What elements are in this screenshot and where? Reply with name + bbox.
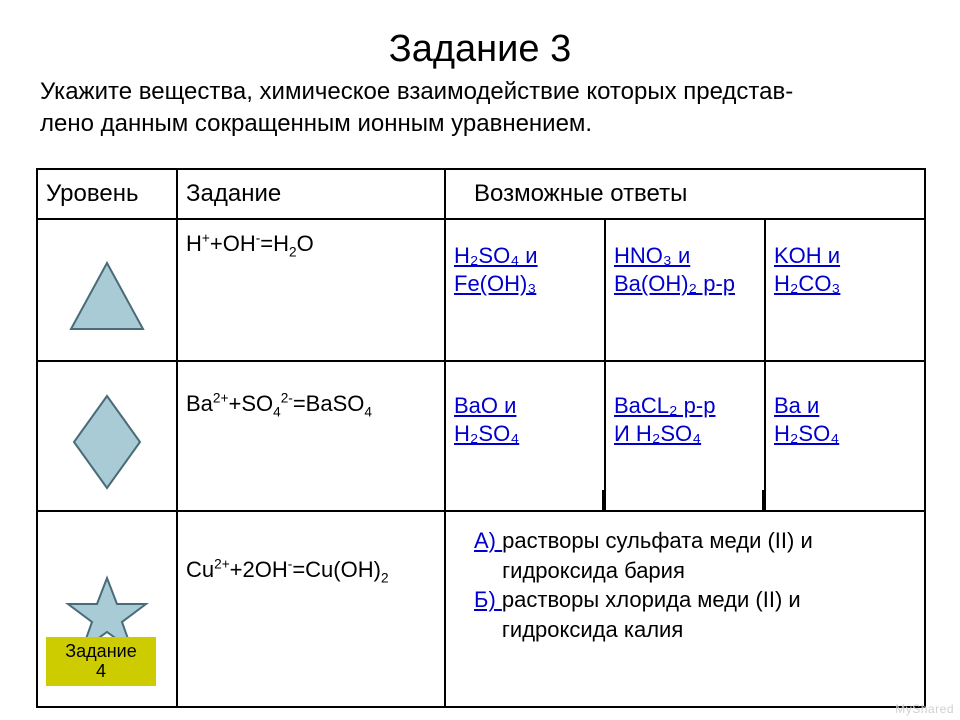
ans1a-l2: Fe(OH)₃	[454, 271, 536, 296]
ans1c-l1: KOH и	[774, 243, 840, 268]
table-row: Ba2++SO42-=BaSO4 BaO и H₂SO₄ BaCL₂ р-р И…	[37, 361, 925, 511]
equation-1: H++OH-=H2O	[186, 231, 314, 256]
answer-3b-text2: гидроксида калия	[502, 617, 683, 642]
ans2a-l2: H₂SO₄	[454, 421, 519, 446]
answer-1c[interactable]: KOH и H₂CO₃	[765, 219, 925, 361]
task-cell-1: H++OH-=H2O	[177, 219, 445, 361]
triangle-shape	[71, 263, 143, 329]
level-cell-triangle	[37, 219, 177, 361]
task4-l2: 4	[96, 661, 106, 681]
task4-l1: Задание	[65, 641, 136, 661]
sep-remnant-1	[602, 490, 604, 512]
ans1b-l2: Ba(OH)₂ р-р	[614, 271, 735, 296]
answer-2c[interactable]: Ba и H₂SO₄	[765, 361, 925, 511]
answer-3a-label[interactable]: А)	[474, 528, 502, 553]
table-header-row: Уровень Задание Возможные ответы	[37, 169, 925, 219]
answer-3b-label[interactable]: Б)	[474, 587, 502, 612]
table-row: Cu2++2OH-=Cu(OH)2 А) растворы сульфата м…	[37, 511, 925, 707]
ans1a-l1: H₂SO₄ и	[454, 243, 538, 268]
equation-2: Ba2++SO42-=BaSO4	[186, 391, 372, 416]
answer-3: А) растворы сульфата меди (II) и А) гидр…	[445, 511, 925, 707]
ans2c-l1: Ba и	[774, 393, 819, 418]
ans2a-l1: BaO и	[454, 393, 516, 418]
ans2b-l2: И H₂SO₄	[614, 421, 701, 446]
answer-1b[interactable]: HNO₃ и Ba(OH)₂ р-р	[605, 219, 765, 361]
diamond-icon	[70, 392, 144, 492]
task-4-button[interactable]: Задание 4	[46, 637, 156, 686]
slide-subtitle: Укажите вещества, химическое взаимодейст…	[40, 76, 920, 141]
answer-2a[interactable]: BaO и H₂SO₄	[445, 361, 605, 511]
sep-remnant-2	[762, 490, 764, 512]
ans2c-l2: H₂SO₄	[774, 421, 839, 446]
diamond-shape	[74, 396, 140, 488]
table-row: H++OH-=H2O H₂SO₄ и Fe(OH)₃ HNO₃ и Ba(OH)…	[37, 219, 925, 361]
equation-3: Cu2++2OH-=Cu(OH)2	[186, 557, 389, 582]
task-cell-2: Ba2++SO42-=BaSO4	[177, 361, 445, 511]
header-level: Уровень	[37, 169, 177, 219]
answer-1a[interactable]: H₂SO₄ и Fe(OH)₃	[445, 219, 605, 361]
task-cell-3: Cu2++2OH-=Cu(OH)2	[177, 511, 445, 707]
answer-3a-text1: растворы сульфата меди (II) и	[502, 528, 813, 553]
ans2b-l1: BaCL₂ р-р	[614, 393, 715, 418]
subtitle-line2: лено данным сокращенным ионным уравнение…	[40, 110, 592, 137]
header-task: Задание	[177, 169, 445, 219]
triangle-icon	[67, 259, 147, 333]
slide-title: Задание 3	[0, 28, 960, 71]
answer-3a-text2: гидроксида бария	[502, 558, 685, 583]
task-table: Уровень Задание Возможные ответы H++OH-=…	[36, 168, 926, 708]
ans1b-l1: HNO₃ и	[614, 243, 690, 268]
ans1c-l2: H₂CO₃	[774, 271, 840, 296]
watermark: MyShared	[895, 702, 954, 716]
subtitle-line1: Укажите вещества, химическое взаимодейст…	[40, 78, 793, 105]
answer-2b[interactable]: BaCL₂ р-р И H₂SO₄	[605, 361, 765, 511]
answer-3b-text1: растворы хлорида меди (II) и	[502, 587, 801, 612]
header-answers: Возможные ответы	[445, 169, 925, 219]
level-cell-diamond	[37, 361, 177, 511]
